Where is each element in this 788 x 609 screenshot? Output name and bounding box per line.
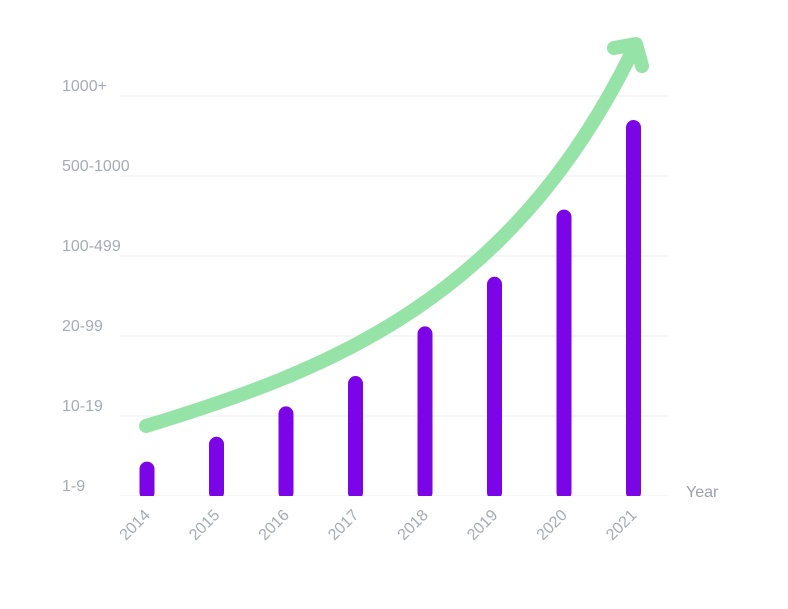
- x-tick-label-2020: 2020: [534, 507, 571, 544]
- x-tick-label-2019: 2019: [464, 507, 501, 544]
- bar-2018: [417, 326, 433, 500]
- x-tick-label-2017: 2017: [325, 507, 362, 544]
- y-tick-label: 10-19: [62, 398, 103, 415]
- bar-2019: [487, 276, 502, 500]
- bar-2015: [209, 436, 224, 500]
- bar-2014: [139, 461, 155, 500]
- y-tick-label: 1-9: [62, 478, 85, 495]
- y-tick-label: 1000+: [62, 78, 107, 95]
- x-tick-label-2016: 2016: [256, 507, 293, 544]
- y-tick-label: 20-99: [62, 318, 103, 335]
- x-axis-title: Year: [686, 484, 719, 501]
- bar-2016: [278, 406, 294, 500]
- x-tick-label-2018: 2018: [395, 507, 432, 544]
- x-tick-label-2015: 2015: [186, 507, 223, 544]
- trend-arrow-shaft: [139, 45, 639, 433]
- gridlines: [120, 95, 668, 497]
- trend-arrow: [139, 37, 649, 433]
- bar-2020: [556, 209, 572, 500]
- bar-2021: [626, 120, 641, 500]
- y-tick-label: 100-499: [62, 238, 121, 255]
- bar-2017: [348, 376, 363, 500]
- trend-arrow-head: [607, 37, 649, 73]
- y-tick-label: 500-1000: [62, 158, 130, 175]
- baseline-cover: [120, 496, 668, 506]
- x-tick-label-2021: 2021: [603, 507, 640, 544]
- bars: [120, 120, 668, 506]
- x-tick-label-2014: 2014: [117, 507, 154, 544]
- y-axis-tick-labels: 1-9 10-19 20-99 100-499 500-1000 1000+: [62, 78, 130, 495]
- x-axis-tick-labels: 2014 2015 2016 2017 2018 2019 2020 2021: [117, 507, 641, 544]
